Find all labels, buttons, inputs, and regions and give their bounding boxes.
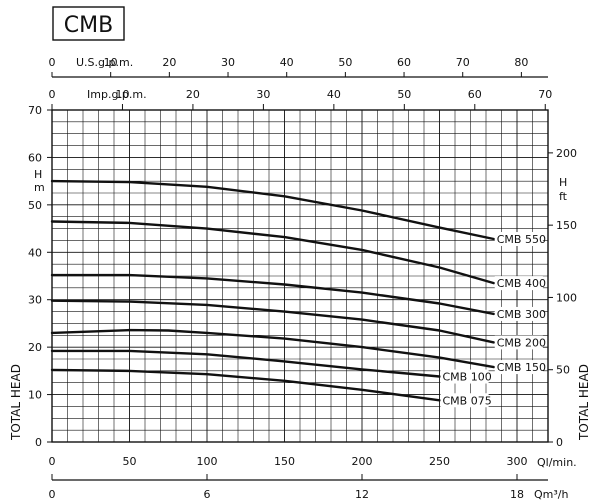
tick-label-lmin: 0: [49, 455, 56, 468]
tick-label-imp-gpm: 70: [538, 88, 552, 101]
left-axis-unit-m: m: [34, 181, 45, 194]
tick-label-us-gpm: 10: [104, 56, 118, 69]
series-label: CMB 550: [497, 233, 546, 246]
title-badge-box: [52, 6, 125, 41]
tick-label-imp-gpm: 0: [49, 88, 56, 101]
series-line: [50, 368, 441, 402]
series-line: [50, 220, 495, 285]
right-axis-unit-h: H: [559, 176, 567, 189]
right-axis-unit-ft: ft: [559, 190, 568, 203]
tick-label-lmin: 50: [123, 455, 137, 468]
series-label-bg: [440, 369, 489, 384]
tick-label-meters: 70: [28, 104, 42, 117]
imp-gpm-unit: Imp.g.p.m.: [87, 88, 147, 101]
lmin-unit: Ql/min.: [537, 456, 577, 469]
tick-label-imp-gpm: 20: [186, 88, 200, 101]
series-line: [50, 273, 495, 316]
right-axis-title: TOTAL HEAD: [577, 364, 591, 441]
tick-label-lmin: 150: [274, 455, 295, 468]
tick-label-meters: 60: [28, 151, 42, 164]
tick-label-feet: 0: [556, 436, 563, 449]
tick-label-us-gpm: 30: [221, 56, 235, 69]
us-gpm-unit: U.S.g.p.m.: [76, 56, 133, 69]
series-label: CMB 075: [443, 394, 492, 407]
tick-label-meters: 20: [28, 341, 42, 354]
series-label: CMB 300: [497, 308, 546, 321]
tick-label-feet: 200: [556, 147, 577, 160]
series-label: CMB 200: [497, 336, 546, 349]
series-label: CMB 400: [497, 277, 546, 290]
tick-label-us-gpm: 60: [397, 56, 411, 69]
series-label-bg: [494, 335, 543, 350]
tick-label-us-gpm: 80: [514, 56, 528, 69]
tick-label-m3h: 12: [355, 488, 369, 501]
tick-label-us-gpm: 40: [280, 56, 294, 69]
tick-label-imp-gpm: 60: [468, 88, 482, 101]
tick-label-us-gpm: 20: [162, 56, 176, 69]
series-label-bg: [494, 360, 543, 375]
series-label-bg: [494, 306, 543, 321]
tick-label-imp-gpm: 40: [327, 88, 341, 101]
tick-label-imp-gpm: 50: [397, 88, 411, 101]
series-label-bg: [494, 276, 543, 291]
series-label-bg: [494, 232, 543, 247]
tick-label-meters: 30: [28, 294, 42, 307]
series-line: [50, 179, 495, 241]
tick-label-feet: 150: [556, 219, 577, 232]
series-label: CMB 150: [497, 361, 546, 374]
tick-label-imp-gpm: 30: [256, 88, 270, 101]
tick-label-meters: 50: [28, 199, 42, 212]
tick-label-us-gpm: 0: [49, 56, 56, 69]
left-axis-unit-h: H: [34, 168, 42, 181]
series-label-bg: [440, 393, 489, 408]
series-line: [50, 349, 441, 378]
tick-label-us-gpm: 50: [338, 56, 352, 69]
tick-label-m3h: 0: [49, 488, 56, 501]
pump-curves: CMB 550 CMB 400 CMB 300 CMB 200 CMB 150 CMB 1…: [50, 179, 546, 408]
tick-label-meters: 0: [35, 436, 42, 449]
series-line: [50, 299, 495, 344]
tick-label-lmin: 200: [352, 455, 373, 468]
tick-label-lmin: 250: [429, 455, 450, 468]
tick-label-feet: 100: [556, 291, 577, 304]
title-badge: CMB: [64, 13, 113, 38]
tick-label-feet: 50: [556, 364, 570, 377]
left-axis-title: TOTAL HEAD: [9, 364, 23, 441]
tick-label-meters: 10: [28, 389, 42, 402]
tick-label-lmin: 300: [507, 455, 528, 468]
tick-label-m3h: 18: [510, 488, 524, 501]
tick-label-lmin: 100: [197, 455, 218, 468]
tick-label-meters: 40: [28, 246, 42, 259]
tick-label-m3h: 6: [204, 488, 211, 501]
series-line: [50, 328, 495, 369]
m3h-unit: Qm³/h: [534, 488, 568, 501]
tick-label-us-gpm: 70: [456, 56, 470, 69]
series-label: CMB 100: [443, 371, 492, 384]
tick-label-imp-gpm: 10: [115, 88, 129, 101]
